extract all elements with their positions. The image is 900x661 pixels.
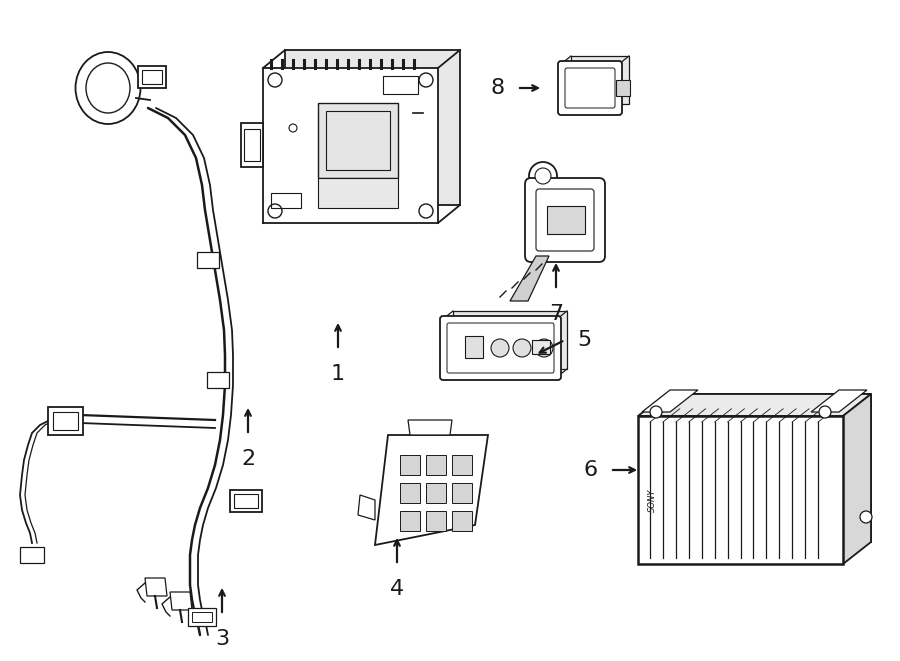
Bar — [271, 193, 301, 208]
Text: 6: 6 — [584, 460, 598, 480]
Bar — [452, 511, 472, 531]
Polygon shape — [510, 256, 549, 301]
Polygon shape — [263, 68, 438, 223]
Circle shape — [289, 124, 297, 132]
Bar — [197, 252, 219, 268]
Polygon shape — [638, 416, 843, 564]
Text: 7: 7 — [549, 304, 563, 324]
Bar — [452, 483, 472, 503]
FancyBboxPatch shape — [525, 178, 605, 262]
Text: 8: 8 — [491, 78, 505, 98]
Bar — [426, 511, 446, 531]
Bar — [20, 547, 44, 563]
Bar — [244, 129, 260, 161]
Polygon shape — [375, 435, 488, 545]
Bar — [452, 455, 472, 475]
Text: SONY: SONY — [647, 488, 656, 512]
Polygon shape — [811, 390, 867, 412]
Text: 1: 1 — [331, 364, 345, 384]
Circle shape — [513, 339, 531, 357]
Bar — [207, 372, 229, 388]
Text: 4: 4 — [390, 579, 404, 599]
Bar — [234, 494, 258, 508]
Bar — [383, 76, 418, 94]
Polygon shape — [358, 495, 375, 520]
Circle shape — [860, 511, 872, 523]
Polygon shape — [285, 50, 460, 205]
Ellipse shape — [76, 52, 140, 124]
Circle shape — [650, 406, 662, 418]
Bar — [230, 490, 262, 512]
Polygon shape — [408, 420, 452, 435]
Bar — [326, 111, 390, 170]
Circle shape — [535, 168, 551, 184]
Polygon shape — [571, 56, 629, 104]
Text: 3: 3 — [215, 629, 230, 649]
Bar — [426, 455, 446, 475]
Bar — [532, 340, 550, 354]
Circle shape — [819, 406, 831, 418]
Circle shape — [491, 339, 509, 357]
Bar — [318, 103, 398, 178]
FancyBboxPatch shape — [558, 61, 622, 115]
Circle shape — [529, 162, 557, 190]
Polygon shape — [638, 394, 871, 416]
Polygon shape — [666, 394, 871, 542]
Circle shape — [535, 339, 553, 357]
FancyBboxPatch shape — [440, 316, 561, 380]
Bar — [616, 80, 630, 96]
Bar — [188, 608, 216, 626]
Bar — [142, 70, 162, 84]
Polygon shape — [241, 123, 263, 167]
Bar — [426, 483, 446, 503]
Polygon shape — [843, 394, 871, 564]
Polygon shape — [170, 592, 192, 610]
Ellipse shape — [86, 63, 130, 113]
Bar — [138, 66, 166, 88]
Bar — [48, 407, 83, 435]
Polygon shape — [453, 311, 567, 369]
Text: 5: 5 — [577, 330, 591, 350]
Text: 2: 2 — [241, 449, 255, 469]
Polygon shape — [642, 390, 698, 412]
Polygon shape — [145, 578, 167, 596]
Bar — [192, 612, 212, 622]
Bar — [547, 206, 585, 234]
Bar — [400, 455, 420, 475]
Bar — [400, 511, 420, 531]
Bar — [318, 178, 398, 208]
Bar — [400, 483, 420, 503]
Bar — [465, 336, 483, 358]
Bar — [53, 412, 78, 430]
